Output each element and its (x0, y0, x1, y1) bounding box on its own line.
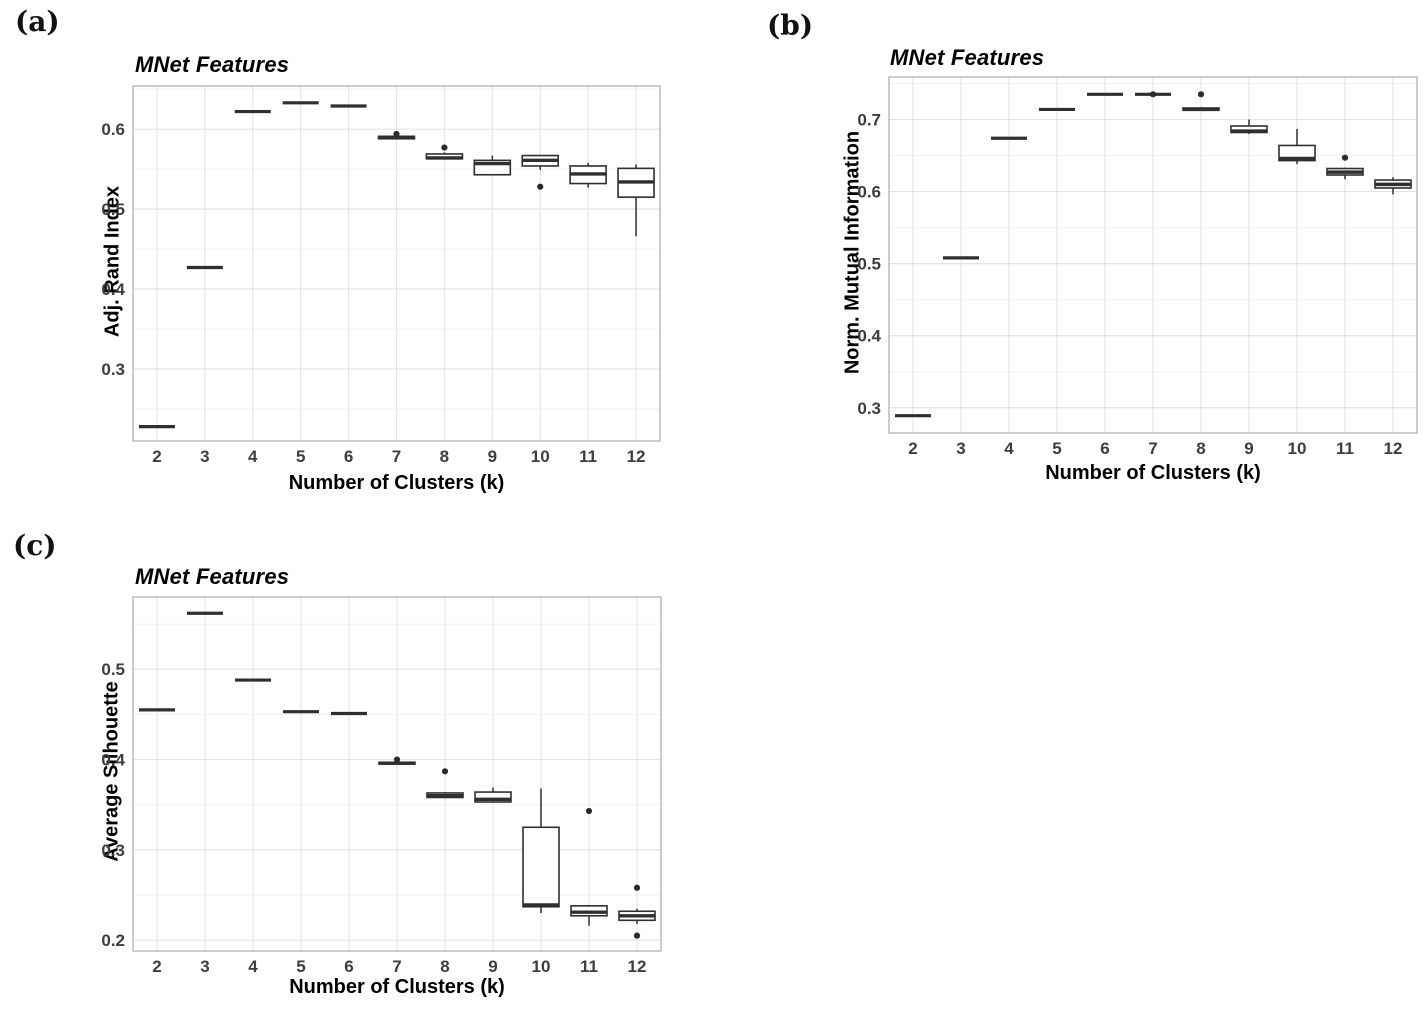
x-tick-label: 5 (296, 957, 305, 976)
boxplot-k-7-outlier (1149, 91, 1157, 98)
boxplot-k-8-outlier (441, 768, 449, 775)
x-tick-label: 2 (152, 957, 161, 976)
x-tick-label: 10 (531, 447, 550, 466)
panel-b-title: MNet Features (890, 45, 1045, 70)
boxplot-chart-c: 0.2 0.3 0.4 0.5 2 3 4 5 6 7 8 9 10 11 12 (101, 596, 662, 976)
x-tick-label: 6 (344, 447, 353, 466)
y-tick-label: 0.5 (101, 660, 125, 679)
y-tick-label: 0.5 (101, 200, 125, 219)
x-tick-label: 3 (200, 447, 209, 466)
panel-b: (b) MNet Features Norm. Mutual Informati… (740, 0, 1425, 505)
y-tick-label: 0.3 (857, 399, 881, 418)
x-tick-label: 4 (248, 447, 258, 466)
boxplot-chart-b: 0.3 0.4 0.5 0.6 0.7 2 3 4 5 6 7 8 9 10 11 12 (857, 76, 1418, 458)
boxplot-k-8-outlier (441, 144, 448, 151)
boxplot-k-11-outlier (1341, 154, 1349, 161)
y-tick-label: 0.3 (101, 841, 125, 860)
panel-b-x-axis-label: Number of Clusters (k) (1045, 462, 1261, 484)
x-tick-label: 11 (1336, 439, 1354, 458)
panel-a-x-axis-label: Number of Clusters (k) (288, 472, 505, 494)
panel-border (132, 596, 662, 952)
x-tick-label: 5 (1052, 439, 1061, 458)
x-tick-label: 6 (344, 957, 353, 976)
panel-border (888, 76, 1418, 434)
x-tick-label: 2 (908, 439, 917, 458)
boxplot-chart-a: 0.3 0.4 0.5 0.6 2 3 4 5 6 7 8 9 10 11 12 (101, 85, 661, 466)
panel-a: (a) MNet Features Adj. Rand Index 0.3 0.4… (0, 0, 712, 505)
boxplot-k-7-outlier (393, 130, 400, 138)
x-tick-label: 6 (1100, 439, 1109, 458)
y-tick-label: 0.5 (857, 255, 881, 274)
panel-c-tag: (c) (13, 529, 57, 562)
x-tick-label: 7 (392, 447, 401, 466)
x-tick-label: 4 (248, 957, 258, 976)
x-tick-label: 7 (1148, 439, 1157, 458)
y-tick-label: 0.4 (101, 751, 125, 770)
x-tick-label: 3 (956, 439, 965, 458)
x-tick-label: 8 (1196, 439, 1205, 458)
boxplot-k-12-outlier (633, 932, 641, 939)
x-tick-label: 11 (579, 447, 597, 466)
x-tick-label: 7 (392, 957, 401, 976)
y-tick-label: 0.2 (101, 931, 125, 950)
boxplot-k-9-box (474, 791, 512, 803)
y-tick-label: 0.6 (857, 183, 881, 202)
y-tick-label: 0.4 (857, 327, 881, 346)
boxplot-k-10-outlier (537, 183, 544, 190)
x-tick-label: 8 (440, 447, 449, 466)
x-tick-label: 8 (440, 957, 449, 976)
boxplot-k-12-outlier (633, 884, 641, 891)
x-tick-label: 5 (296, 447, 305, 466)
x-tick-label: 9 (1244, 439, 1253, 458)
x-tick-label: 9 (488, 957, 497, 976)
x-tick-label: 2 (152, 447, 161, 466)
x-tick-label: 4 (1004, 439, 1014, 458)
x-tick-label: 10 (1288, 439, 1307, 458)
y-tick-label: 0.6 (101, 120, 125, 139)
y-tick-label: 0.4 (101, 280, 125, 299)
boxplot-k-11-outlier (585, 807, 593, 815)
x-tick-label: 12 (627, 447, 646, 466)
panel-a-tag: (a) (15, 5, 60, 38)
panel-c-x-axis-label: Number of Clusters (k) (289, 976, 505, 998)
panel-border (132, 85, 661, 442)
x-tick-label: 12 (1384, 439, 1403, 458)
y-tick-label: 0.7 (857, 111, 881, 130)
boxplot-k-8-outlier (1197, 91, 1205, 98)
boxplot-k-10-box (522, 826, 560, 908)
panel-c: (c) MNet Features Average Silhouette 0.2… (0, 520, 712, 1011)
x-tick-label: 3 (200, 957, 209, 976)
boxplot-k-7-outlier (393, 756, 401, 763)
y-tick-label: 0.3 (101, 360, 125, 379)
x-tick-label: 11 (580, 957, 598, 976)
x-tick-label: 9 (488, 447, 497, 466)
panel-a-title: MNet Features (135, 52, 290, 77)
panel-b-tag: (b) (767, 9, 814, 42)
panel-c-title: MNet Features (135, 564, 290, 589)
x-tick-label: 10 (532, 957, 551, 976)
x-tick-label: 12 (628, 957, 647, 976)
